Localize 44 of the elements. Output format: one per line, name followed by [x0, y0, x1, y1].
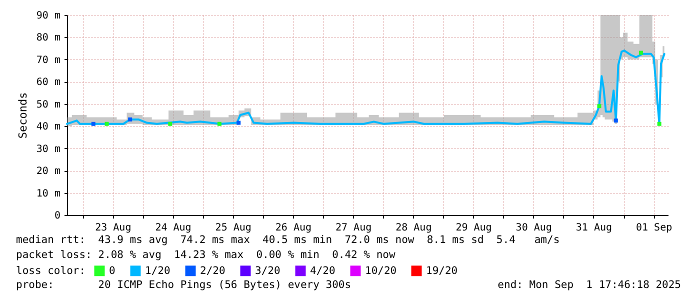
x-tick-label: 24 Aug [155, 222, 192, 234]
point [217, 122, 222, 126]
y-axis-title: Seconds [16, 92, 30, 139]
y-tick-label: 0 [54, 210, 60, 222]
text: median rtt: 43.9 ms avg 74.2 ms max 40.5 ms min 72.0 ms now 8.1 ms sd 5.4 am/s [16, 234, 560, 247]
legend-label: 19/20 [426, 264, 458, 277]
point [657, 122, 662, 126]
y-tick-label: 60 m [36, 77, 60, 88]
point [638, 50, 643, 55]
legend-label: 2/20 [200, 264, 226, 277]
x-tick-label: 30 Aug [516, 222, 552, 234]
point [597, 104, 602, 108]
x-tick-label: 23 Aug [95, 222, 132, 234]
point [236, 120, 241, 125]
point [104, 122, 109, 126]
x-tick-label: 29 Aug [456, 222, 492, 234]
point [168, 122, 172, 126]
x-tick-label: 28 Aug [396, 222, 432, 234]
point [614, 118, 618, 123]
y-tick-label: 30 m [36, 144, 60, 155]
y-tick-label: 10 m [36, 188, 60, 200]
point [91, 122, 96, 126]
text: packet loss: 2.08 % avg 14.23 % max 0.00 % min 0.42 % now [16, 249, 396, 262]
x-tick-label: 27 Aug [335, 222, 372, 234]
legend-label: 10/20 [365, 264, 397, 277]
y-tick-label: 90 m [36, 10, 60, 22]
line-series [66, 50, 666, 125]
x-tick-label: 01 Sep [636, 222, 672, 234]
text: end: Mon Sep 1 17:46:18 2025 [498, 279, 681, 292]
point [128, 117, 132, 122]
legend-label: 4/20 [310, 264, 336, 277]
legend-label: 3/20 [255, 264, 280, 277]
y-tick-label: 70 m [36, 54, 60, 66]
legend-label: 0 [109, 264, 116, 277]
text: probe: 20 ICMP Echo Pings (56 Bytes) every 300s [16, 279, 352, 292]
y-tick-label: 40 m [36, 122, 60, 133]
legend-label: 1/20 [145, 264, 170, 277]
x-tick-label: 25 Aug [215, 222, 252, 234]
y-tick-label: 20 m [36, 166, 60, 178]
x-tick-label: 31 Aug [576, 222, 612, 234]
y-tick-label: 50 m [36, 99, 60, 110]
x-tick-label: 26 Aug [275, 222, 312, 234]
y-tick-label: 80 m [36, 32, 60, 44]
legend-title: loss color: [16, 265, 86, 277]
